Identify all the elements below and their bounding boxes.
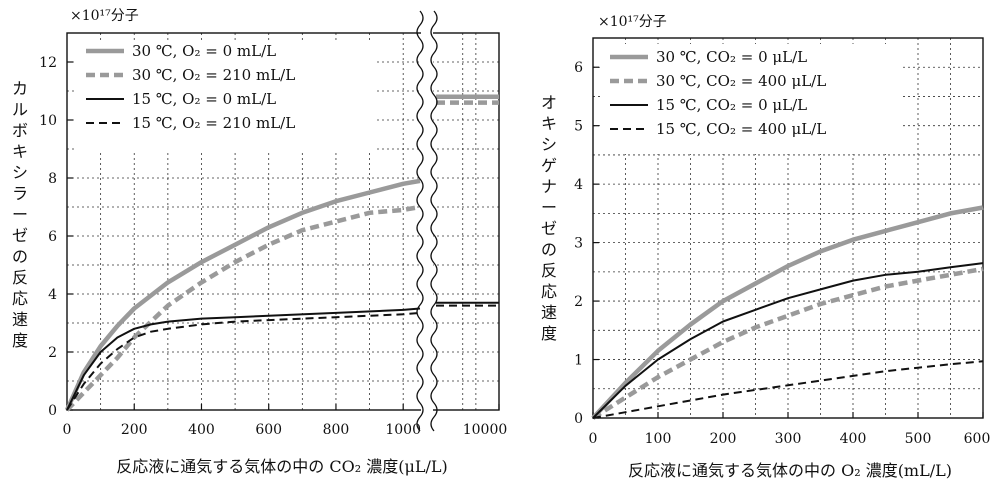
axis-break-line: [430, 10, 438, 432]
y-tick-label: 2: [574, 294, 583, 310]
series-line: [592, 262, 984, 419]
y-tick-label: 3: [574, 236, 583, 252]
y-tick-label: 6: [574, 60, 583, 76]
series-line: [65, 204, 421, 412]
series-group: [591, 205, 984, 420]
legend-box: [76, 40, 376, 150]
series-line: [64, 178, 421, 411]
y-tick-label: 5: [574, 119, 583, 135]
legend-label: 30 ℃, O₂ = 0 mL/L: [132, 42, 276, 60]
axis-break-mask: [421, 13, 433, 420]
x-tick-label: 500: [905, 431, 932, 447]
x-tick-label: 600: [964, 431, 991, 447]
y-tick-label: 6: [48, 229, 57, 245]
y-tick-label: 2: [48, 345, 57, 361]
legend-label: 30 ℃, CO₂ = 400 μL/L: [656, 72, 826, 90]
legend-label: 15 ℃, CO₂ = 0 μL/L: [656, 96, 807, 114]
x-axis-label: 反応液に通気する気体の中の O₂ 濃度(mL/L): [628, 461, 952, 480]
y-tick-label: 10: [39, 113, 57, 129]
x-axis-label: 反応液に通気する気体の中の CO₂ 濃度(μL/L): [116, 457, 447, 476]
oxygenase-chart: 0 1 2 3 4 5 6 0 100 200 300 400 500 600 30 ℃, CO₂ = 0 …: [541, 14, 990, 480]
y-tick-label: 12: [39, 55, 57, 71]
x-tick-label: 200: [121, 422, 148, 438]
series-line: [592, 360, 984, 419]
series-line: [66, 311, 421, 411]
legend: 30 ℃, CO₂ = 0 μL/L 30 ℃, CO₂ = 400 μL/L 15…: [602, 44, 902, 154]
carboxylase-chart: 0 2 4 6 8 10 12 0 200 400 600 800 1000 10000 30 ℃, O₂ …: [12, 8, 507, 476]
y-tick-label: 4: [48, 287, 57, 303]
x-tick-label: 400: [840, 431, 867, 447]
legend-label: 30 ℃, O₂ = 210 mL/L: [132, 66, 295, 84]
y-unit: ×10¹⁷分子: [70, 8, 139, 24]
axis-break-line: [416, 10, 424, 432]
axis-break: [416, 10, 438, 432]
y-axis-label: オキシゲナーゼの反応速度: [541, 93, 557, 343]
x-tick-label: 400: [188, 422, 215, 438]
legend: 30 ℃, O₂ = 0 mL/L 30 ℃, O₂ = 210 mL/L 15 ℃…: [76, 40, 376, 150]
y-tick-label: 0: [574, 411, 583, 427]
y-tick-label: 1: [574, 353, 583, 369]
series-line: [591, 266, 984, 420]
x-tick-label: 1000: [385, 422, 421, 438]
legend-label: 30 ℃, CO₂ = 0 μL/L: [656, 48, 807, 66]
series-group: [64, 94, 499, 412]
legend-label: 15 ℃, O₂ = 210 mL/L: [132, 114, 295, 132]
y-tick-label: 8: [48, 171, 57, 187]
x-tick-label: 800: [323, 422, 350, 438]
x-tick-label: 0: [589, 431, 598, 447]
x-tick-label: 0: [63, 422, 72, 438]
series-line: [66, 307, 421, 411]
x-tick-label: 200: [710, 431, 737, 447]
x-tick-label: 300: [775, 431, 802, 447]
y-tick-label: 4: [574, 177, 583, 193]
legend-label: 15 ℃, CO₂ = 400 μL/L: [656, 120, 826, 138]
legend-box: [602, 44, 902, 154]
x-tick-label: 100: [645, 431, 672, 447]
y-unit: ×10¹⁷分子: [598, 14, 667, 30]
legend-label: 15 ℃, O₂ = 0 mL/L: [132, 90, 276, 108]
x-tick-label: 600: [255, 422, 282, 438]
y-axis-label: カルボキシラーゼの反応速度: [12, 79, 28, 350]
plot-frame: [66, 32, 500, 411]
series-line: [591, 205, 984, 420]
y-tick-label: 0: [48, 403, 57, 419]
x-tick-label: 10000: [463, 422, 508, 438]
